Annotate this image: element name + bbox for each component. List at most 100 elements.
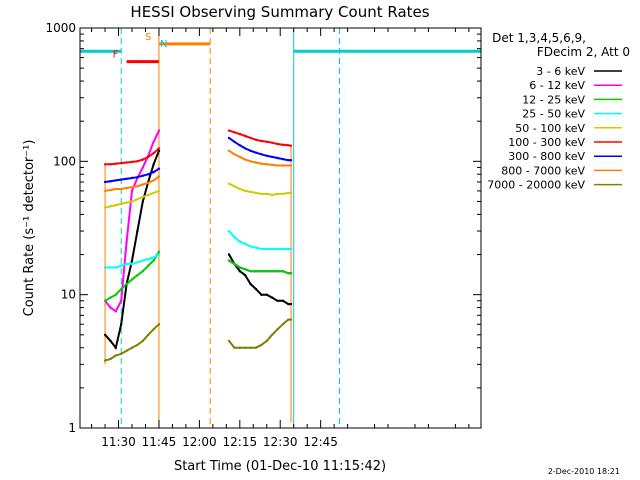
data-point-300-800-kev: [265, 154, 268, 157]
data-point-50-100-kev: [260, 192, 263, 196]
data-point-25-50-kev: [141, 259, 144, 262]
legend-label-800-7000-kev: 800 - 7000 keV: [501, 164, 585, 177]
data-point-300-800-kev: [130, 176, 134, 180]
data-point-50-100-kev: [125, 201, 128, 204]
data-point-7000-20000-kev: [254, 346, 258, 349]
data-point-300-800-kev: [152, 170, 155, 174]
data-point-50-100-kev: [109, 205, 112, 208]
data-point-25-50-kev: [103, 266, 107, 269]
data-point-800-7000-kev: [238, 155, 241, 159]
data-point-6-12-kev: [130, 189, 134, 193]
data-point-50-100-kev: [120, 202, 123, 205]
data-point-3-6-kev: [114, 346, 118, 349]
data-point-50-100-kev: [152, 191, 155, 195]
data-point-100-300-kev: [270, 141, 274, 144]
data-point-800-7000-kev: [147, 181, 150, 184]
data-point-300-800-kev: [260, 153, 263, 156]
data-point-50-100-kev: [265, 192, 268, 196]
data-point-6-12-kev: [125, 240, 128, 243]
data-point-300-800-kev: [120, 178, 123, 181]
data-point-12-25-kev: [287, 272, 290, 275]
plot-area: F NS 1 10 100 1000 11:30 11:45 12:00 12:15 12:30 12…: [45, 21, 482, 449]
data-point-25-50-kev: [125, 262, 128, 266]
data-point-7000-20000-kev: [109, 357, 112, 361]
data-point-50-100-kev: [130, 200, 134, 203]
data-point-100-300-kev: [114, 162, 118, 165]
data-point-7000-20000-kev: [120, 352, 123, 355]
data-point-7000-20000-kev: [147, 333, 150, 336]
data-point-7000-20000-kev: [114, 354, 118, 357]
data-point-25-50-kev: [238, 240, 241, 243]
data-point-25-50-kev: [265, 247, 268, 251]
data-point-7000-20000-kev: [238, 346, 241, 349]
data-point-7000-20000-kev: [125, 349, 128, 352]
data-point-100-300-kev: [130, 160, 134, 164]
data-point-800-7000-kev: [130, 186, 134, 189]
data-point-100-300-kev: [238, 132, 241, 136]
data-point-50-100-kev: [233, 185, 236, 188]
data-point-300-800-kev: [287, 159, 290, 162]
data-point-300-800-kev: [289, 159, 293, 162]
y-axis-label: Count Rate (s⁻¹ detector⁻¹): [22, 140, 37, 317]
data-point-800-7000-kev: [157, 175, 161, 178]
data-point-12-25-kev: [265, 270, 268, 273]
data-point-12-25-kev: [238, 266, 241, 269]
y-tick-label: 100: [53, 154, 76, 168]
data-point-6-12-kev: [120, 299, 123, 302]
data-point-7000-20000-kev: [233, 346, 236, 349]
data-point-100-300-kev: [281, 143, 285, 146]
data-point-300-800-kev: [270, 155, 274, 159]
data-point-3-6-kev: [109, 339, 112, 343]
y-tick-label: 1000: [45, 21, 76, 35]
data-point-800-7000-kev: [136, 185, 139, 188]
data-point-100-300-kev: [152, 152, 155, 155]
y-tick-label: 10: [61, 288, 76, 302]
data-point-100-300-kev: [109, 163, 112, 166]
data-point-50-100-kev: [287, 191, 290, 195]
data-point-7000-20000-kev: [130, 346, 134, 349]
data-point-100-300-kev: [141, 158, 144, 161]
data-point-3-6-kev: [130, 259, 134, 262]
legend-label-3-6-kev: 3 - 6 keV: [536, 65, 585, 78]
data-point-25-50-kev: [276, 247, 279, 251]
data-point-100-300-kev: [125, 161, 128, 164]
data-point-7000-20000-kev: [157, 323, 161, 326]
data-point-800-7000-kev: [289, 164, 293, 167]
data-point-800-7000-kev: [281, 164, 285, 167]
data-point-25-50-kev: [109, 266, 112, 269]
data-point-25-50-kev: [233, 236, 236, 239]
data-point-12-25-kev: [103, 299, 107, 302]
data-point-300-800-kev: [276, 156, 279, 160]
data-point-300-800-kev: [244, 147, 247, 150]
data-point-12-25-kev: [130, 278, 134, 281]
data-point-50-100-kev: [289, 191, 293, 195]
data-point-100-300-kev: [120, 161, 123, 165]
data-point-7000-20000-kev: [276, 328, 279, 331]
data-point-50-100-kev: [254, 191, 258, 195]
data-point-100-300-kev: [254, 138, 258, 141]
data-point-800-7000-kev: [109, 188, 112, 192]
data-point-800-7000-kev: [114, 187, 118, 191]
data-point-100-300-kev: [157, 147, 161, 150]
data-point-7000-20000-kev: [152, 328, 155, 331]
legend-label-7000-20000-kev: 7000 - 20000 keV: [487, 179, 585, 192]
data-point-100-300-kev: [136, 160, 139, 163]
data-point-50-100-kev: [249, 190, 252, 194]
data-point-300-800-kev: [136, 176, 139, 179]
legend-label-25-50-kev: 25 - 50 keV: [522, 108, 585, 121]
data-point-50-100-kev: [227, 182, 231, 185]
data-point-12-25-kev: [136, 274, 139, 277]
data-point-50-100-kev: [244, 189, 247, 193]
data-point-12-25-kev: [152, 259, 155, 262]
data-point-7000-20000-kev: [103, 359, 107, 362]
legend-label-100-300-kev: 100 - 300 keV: [508, 136, 585, 149]
data-point-12-25-kev: [147, 264, 150, 267]
data-point-25-50-kev: [120, 264, 123, 267]
legend-header-line-1: Det 1,3,4,5,6,9,: [492, 31, 586, 45]
data-point-50-100-kev: [147, 193, 150, 197]
data-point-7000-20000-kev: [260, 343, 263, 347]
data-point-7000-20000-kev: [265, 339, 268, 343]
data-point-50-100-kev: [270, 193, 274, 197]
y-tick-label: 1: [68, 421, 76, 435]
data-point-12-25-kev: [270, 270, 274, 273]
